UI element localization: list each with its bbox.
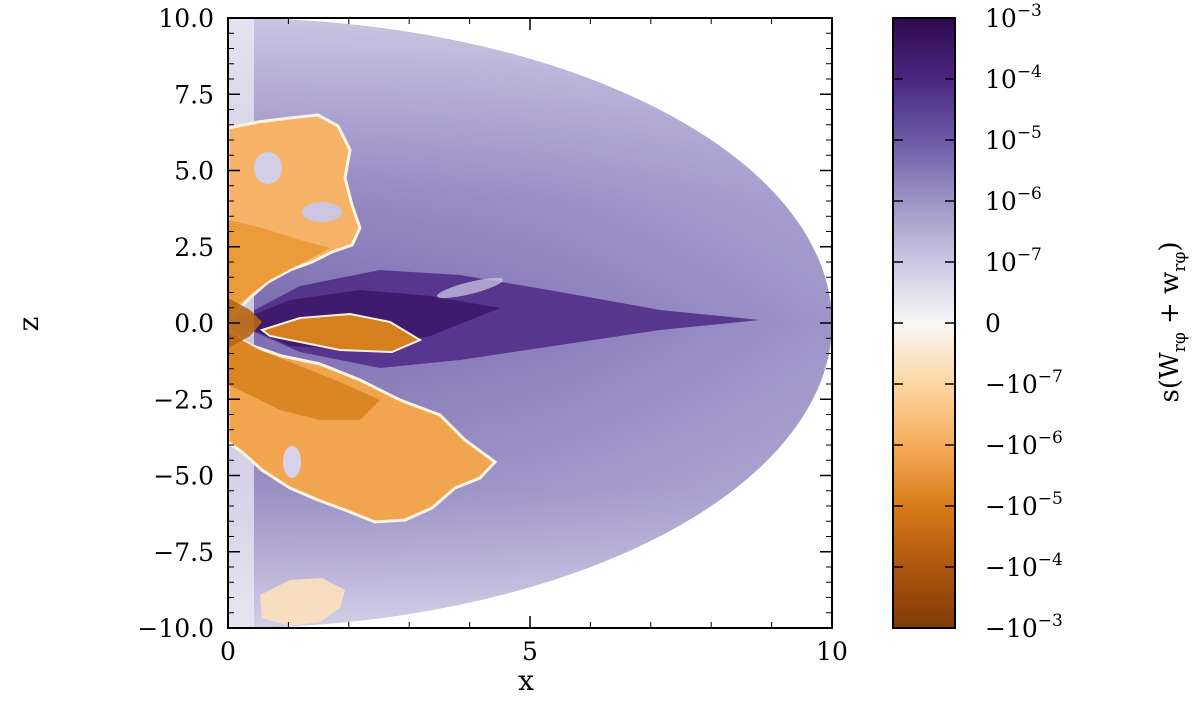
y-tick-label: −7.5 <box>153 538 214 567</box>
near-zero-bottom-patch <box>260 578 345 626</box>
colorbar-tick-label: 10−7 <box>985 245 1042 277</box>
colorbar-tick-label: 10−4 <box>985 62 1042 94</box>
negative-equator-finger <box>259 312 423 354</box>
negative-lower-lobe-core <box>228 332 380 420</box>
x-tick-label: 5 <box>522 637 538 666</box>
light-streak <box>436 277 504 299</box>
colorbar-tick-label: −10−4 <box>985 550 1063 582</box>
upper-lobe-hole-1 <box>254 152 282 184</box>
y-tick-label: 7.5 <box>174 80 214 109</box>
colorbar-ticks: 10−3 10−4 10−5 10−6 10−7 0 −10−7 −10−6 −10−5 −10−… <box>893 1 1063 643</box>
heatmap-field <box>228 18 832 628</box>
y-axis: 10.0 7.5 5.0 2.5 0.0 −2.5 −5.0 −7.5 −10.0 <box>137 4 832 643</box>
negative-upper-lobe-core <box>228 220 330 312</box>
negative-center-core <box>228 298 262 348</box>
colorbar-tick-label: −10−7 <box>985 367 1063 399</box>
y-axis-label: z <box>12 317 45 332</box>
y-tick-label: 2.5 <box>174 233 214 262</box>
colorbar-tick-label: 10−3 <box>985 1 1042 33</box>
upper-lobe-hole-2 <box>302 202 342 222</box>
y-tick-label: 10.0 <box>158 4 214 33</box>
colorbar-label: s(Wrφ + wrφ) <box>1155 241 1190 402</box>
lower-lobe-hole <box>283 446 301 478</box>
y-tick-label: −2.5 <box>153 385 214 414</box>
colorbar <box>892 17 956 629</box>
x-axis-label: x <box>518 664 534 697</box>
y-tick-label: −10.0 <box>137 614 214 643</box>
colorbar-tick-label: 10−6 <box>985 184 1042 216</box>
y-tick-label: 5.0 <box>174 157 214 186</box>
colorbar-tick-label: −10−6 <box>985 428 1063 460</box>
colorbar-title: s(Wrφ + wrφ) <box>1155 241 1190 402</box>
colorbar-tick-label: 10−5 <box>985 123 1042 155</box>
y-tick-label: −5.0 <box>153 462 214 491</box>
colorbar-tick-label: −10−3 <box>985 611 1063 643</box>
y-tick-label: 0.0 <box>174 309 214 338</box>
colorbar-tick-label: −10−5 <box>985 489 1063 521</box>
colorbar-tick-label: 0 <box>985 309 1001 338</box>
x-tick-label: 0 <box>220 637 236 666</box>
x-axis: 0 5 10 <box>220 18 848 666</box>
x-tick-label: 10 <box>816 637 848 666</box>
